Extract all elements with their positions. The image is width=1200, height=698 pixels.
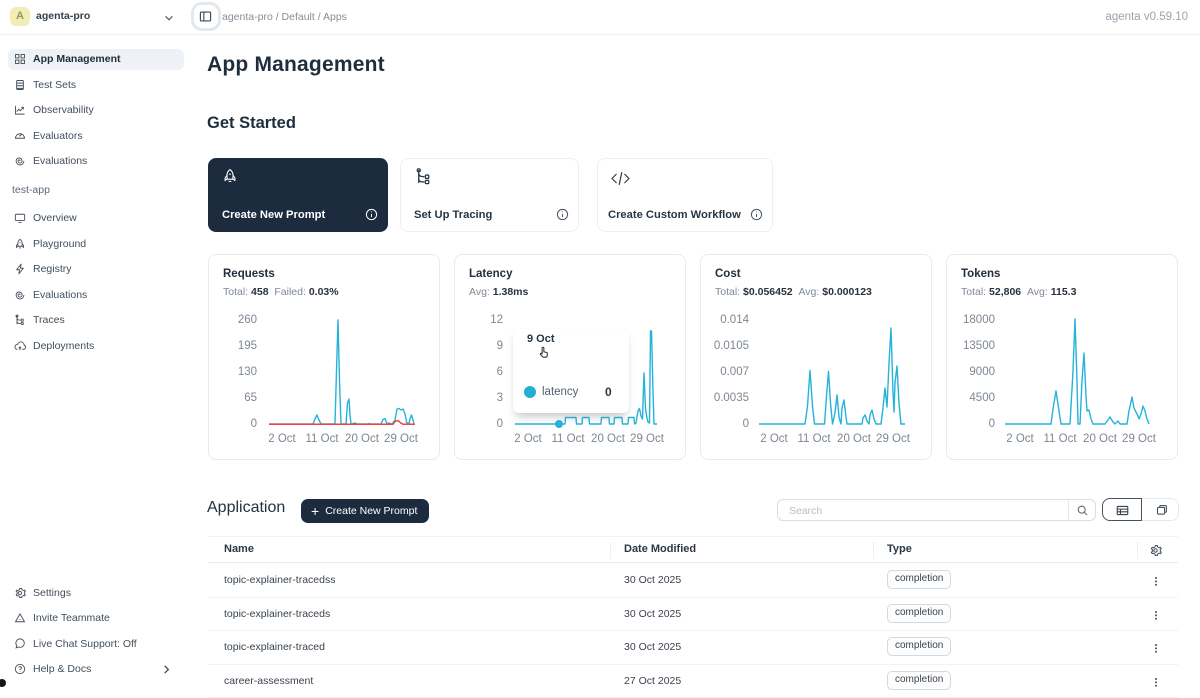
svg-text:11 Oct: 11 Oct [797, 433, 831, 445]
svg-text:260: 260 [238, 314, 257, 326]
svg-text:2 Oct: 2 Oct [760, 433, 788, 445]
svg-text:0: 0 [251, 418, 257, 430]
svg-text:9: 9 [497, 340, 503, 352]
svg-text:4500: 4500 [969, 392, 995, 404]
svg-text:29 Oct: 29 Oct [876, 433, 911, 445]
svg-text:9000: 9000 [969, 366, 995, 378]
svg-text:2 Oct: 2 Oct [1006, 433, 1034, 445]
svg-text:11 Oct: 11 Oct [551, 433, 585, 445]
svg-text:6: 6 [497, 366, 503, 378]
svg-text:0: 0 [743, 418, 749, 430]
svg-text:20 Oct: 20 Oct [1083, 433, 1118, 445]
svg-text:11 Oct: 11 Oct [305, 433, 339, 445]
svg-text:12: 12 [490, 314, 503, 326]
svg-text:0.014: 0.014 [720, 314, 749, 326]
svg-text:195: 195 [238, 340, 257, 352]
svg-text:11 Oct: 11 Oct [1043, 433, 1077, 445]
svg-text:130: 130 [238, 366, 257, 378]
svg-text:65: 65 [244, 392, 257, 404]
svg-text:29 Oct: 29 Oct [630, 433, 665, 445]
svg-text:2 Oct: 2 Oct [514, 433, 542, 445]
svg-text:20 Oct: 20 Oct [591, 433, 626, 445]
svg-text:3: 3 [497, 392, 503, 404]
svg-text:0: 0 [497, 418, 503, 430]
svg-text:13500: 13500 [963, 340, 995, 352]
svg-text:0.0035: 0.0035 [714, 392, 749, 404]
svg-text:20 Oct: 20 Oct [345, 433, 380, 445]
svg-text:0.007: 0.007 [720, 366, 749, 378]
svg-text:0: 0 [989, 418, 995, 430]
svg-text:18000: 18000 [963, 314, 995, 326]
svg-text:29 Oct: 29 Oct [1122, 433, 1157, 445]
svg-text:29 Oct: 29 Oct [384, 433, 419, 445]
svg-text:2 Oct: 2 Oct [268, 433, 296, 445]
svg-text:0.0105: 0.0105 [714, 340, 749, 352]
svg-text:20 Oct: 20 Oct [837, 433, 872, 445]
